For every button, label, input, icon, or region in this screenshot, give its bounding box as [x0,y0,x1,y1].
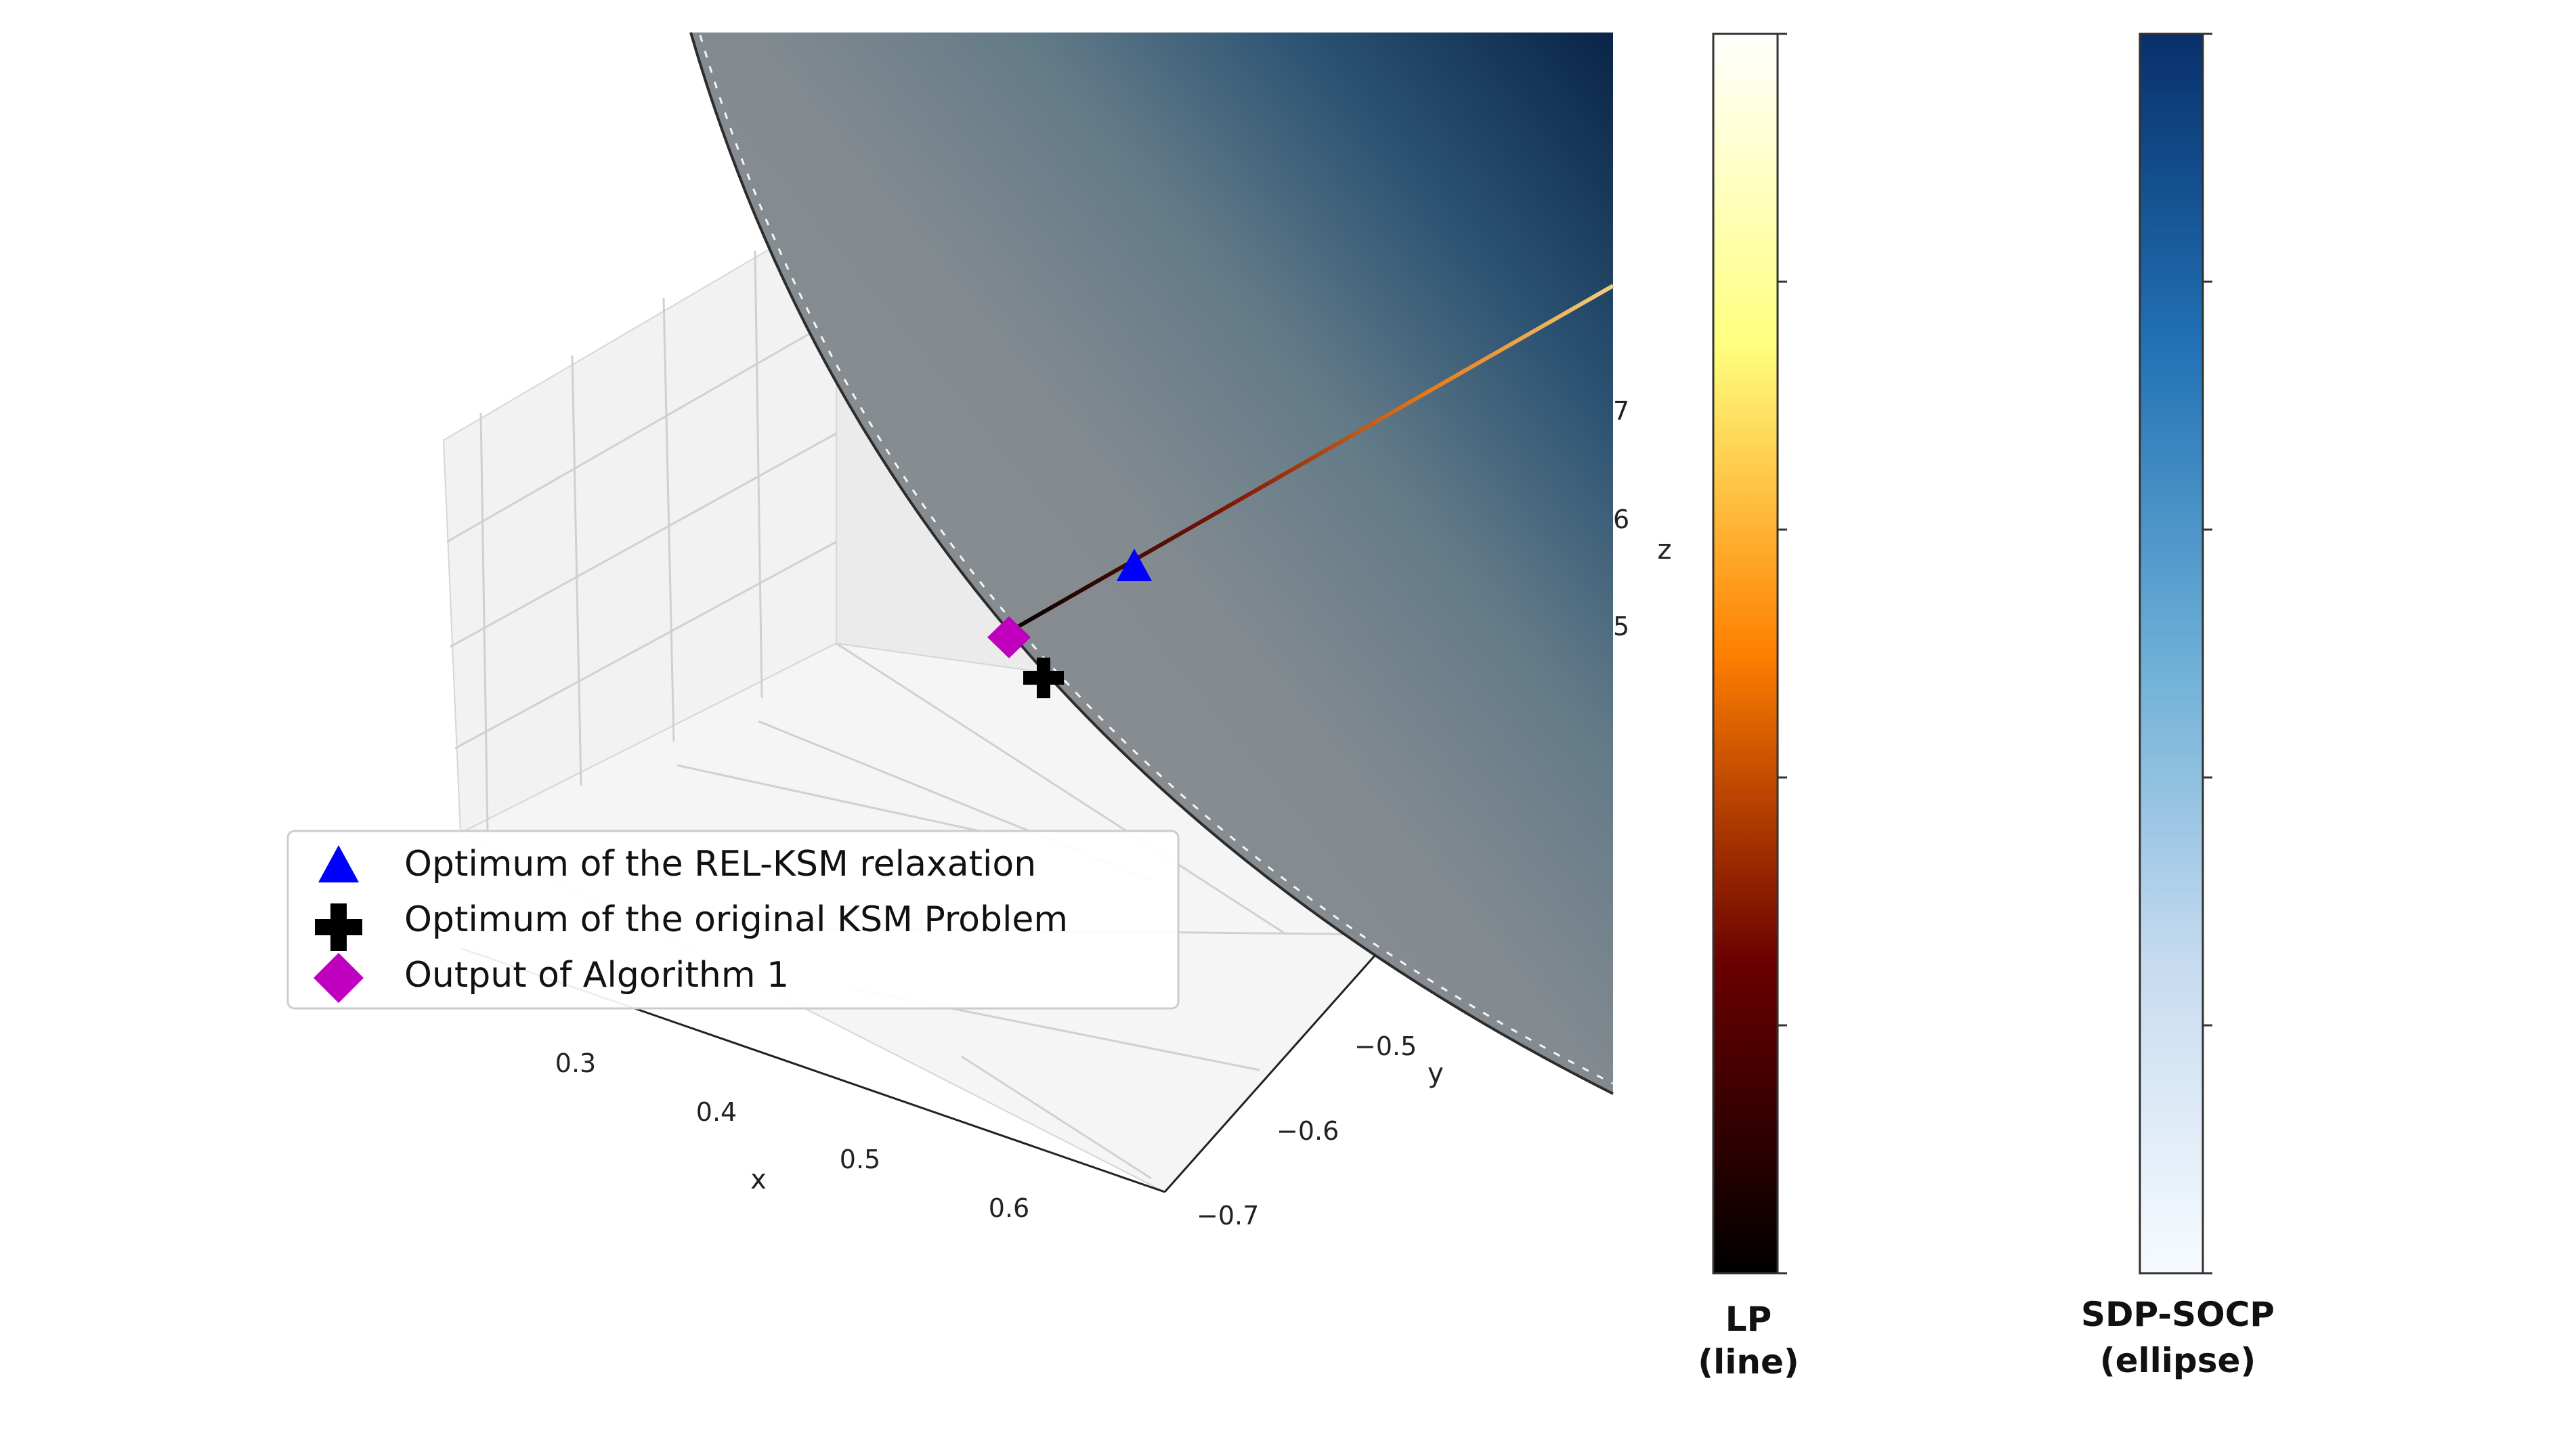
legend-entry-algorithm1: Output of Algorithm 1 [404,955,789,996]
colorbar-sdp-socp-subtitle: (ellipse) [2100,1341,2256,1380]
colorbar-sdp-socp-title: SDP-SOCP [2081,1295,2275,1334]
legend-frame [286,830,1180,1010]
legend-triangle-icon [318,845,359,882]
ksm-optimum-marker [1023,658,1064,698]
algorithm1-output-marker [987,616,1031,658]
x-tick-label: 0.5 [840,1145,880,1174]
z-tick-label: 7 [1613,396,1629,426]
x-axis-label: x [750,1164,767,1195]
colorbar-lp-ticks [1778,33,1787,1275]
z-tick-label: 6 [1613,505,1629,534]
colorbar-sdp-socp-gradient [2139,33,2204,1275]
colorbar-sdp-socp: SDP-SOCP (ellipse) [2081,33,2275,1380]
x-tick-label: 0.4 [696,1097,737,1127]
colorbar-sdp-socp-ticks [2203,33,2212,1275]
ellipse-surface-edge [689,32,1614,1095]
legend: Optimum of the REL-KSM relaxation Optimu… [286,830,1180,1010]
y-tick-label: −0.7 [1197,1201,1259,1231]
colorbar-lp-subtitle: (line) [1698,1342,1799,1382]
z-tick-label: 5 [1613,612,1629,641]
legend-entry-rel-ksm: Optimum of the REL-KSM relaxation [404,844,1036,884]
lp-line [1011,284,1614,632]
colorbar-lp: LP (line) [1698,33,1799,1382]
z-tick-labels: 7 6 5 [1613,396,1629,641]
y-tick-label: −0.6 [1276,1116,1339,1146]
ellipse-surface-edge-highlight [699,35,1614,1085]
x-tick-label: 0.3 [555,1048,596,1078]
ellipse-surface-group [689,32,1614,1095]
legend-diamond-icon [314,953,364,1003]
ellipse-surface [691,33,1613,1094]
colorbar-lp-gradient [1712,33,1779,1275]
x-tick-label: 0.6 [989,1193,1029,1223]
y-tick-labels: −0.5 −0.6 −0.7 [1197,1031,1417,1231]
rel-ksm-optimum-marker [1117,549,1152,581]
plot-markers [987,549,1152,698]
legend-entry-ksm: Optimum of the original KSM Problem [404,899,1068,940]
y-tick-label: −0.5 [1354,1031,1417,1061]
legend-plus-icon [315,903,362,951]
y-axis-label: y [1427,1058,1444,1089]
colorbar-lp-title: LP [1725,1300,1772,1339]
z-axis-label: z [1658,534,1672,565]
x-tick-labels: 0.3 0.4 0.5 0.6 [555,1048,1029,1223]
